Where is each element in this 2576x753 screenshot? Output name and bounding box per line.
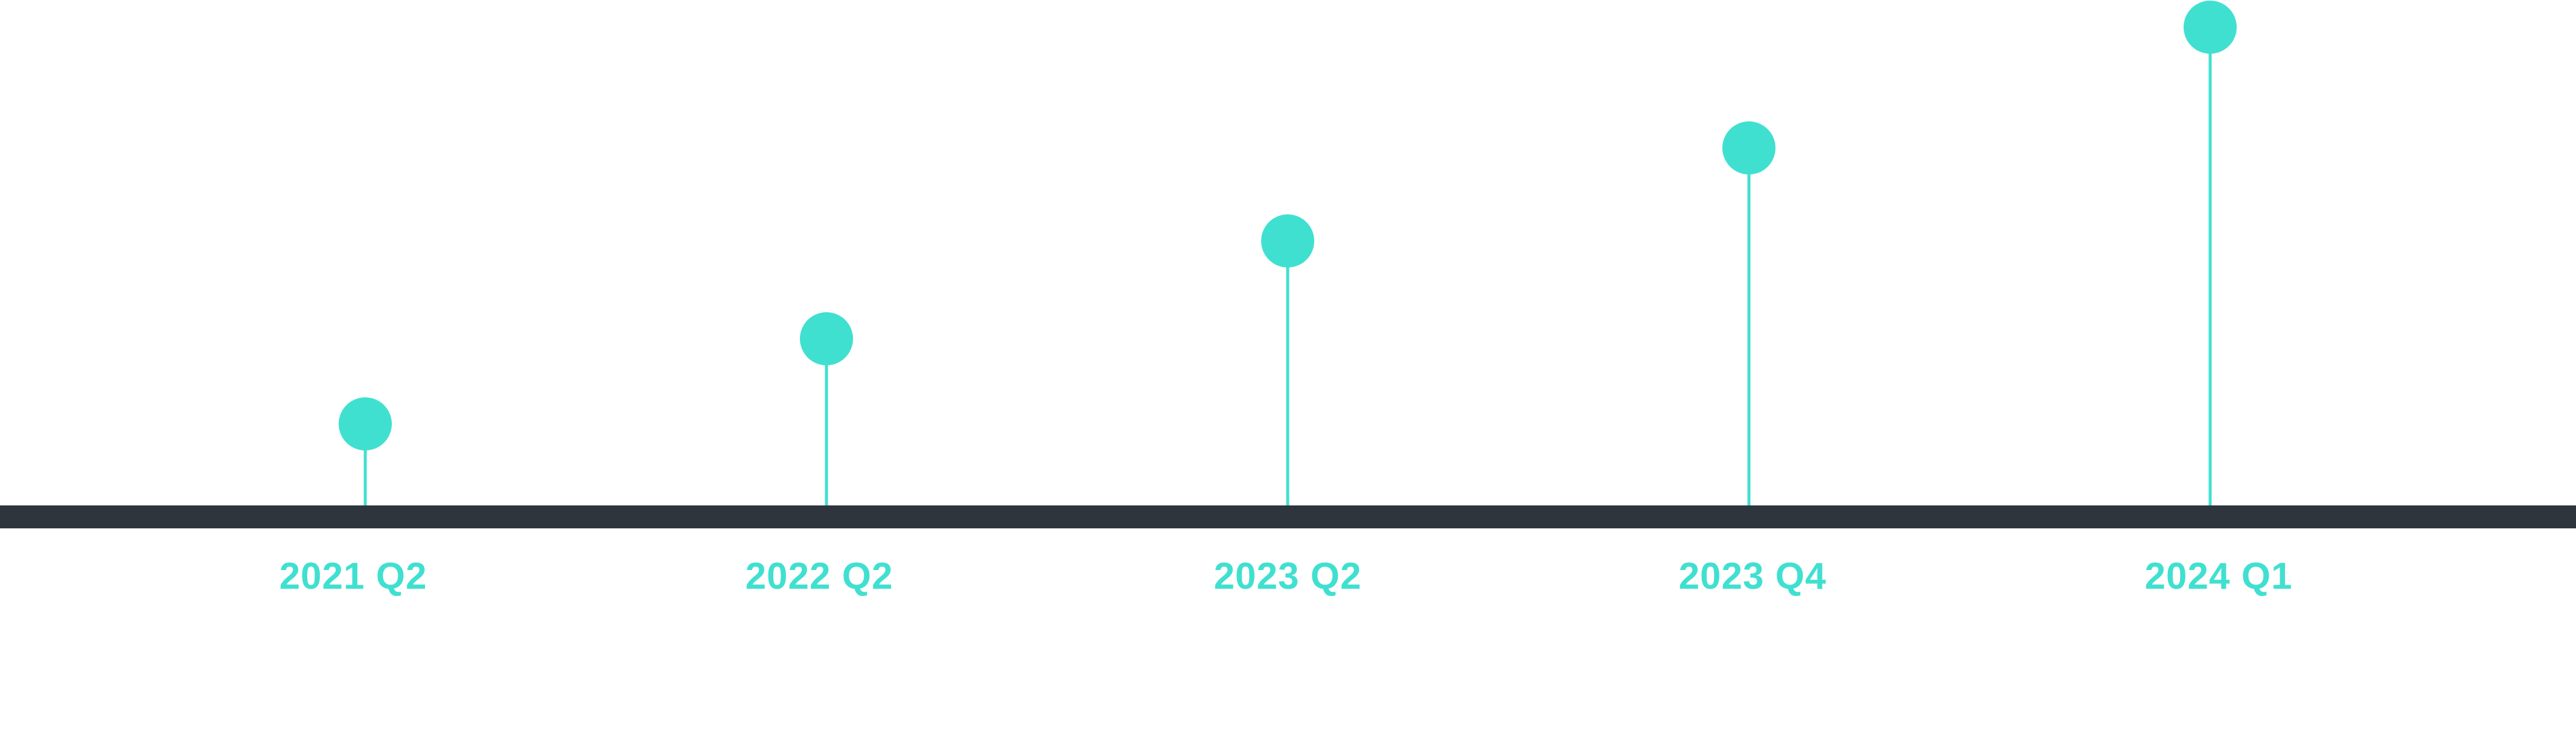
milestone-marker [2184, 1, 2237, 54]
timeline-axis-bar [0, 505, 2576, 528]
milestone-label: 2023 Q2 [1214, 556, 1362, 597]
milestone-markers [339, 1, 2237, 450]
milestone-label: 2024 Q1 [2145, 556, 2293, 597]
milestone-label: 2021 Q2 [280, 556, 427, 597]
milestone-marker [1261, 214, 1314, 268]
milestone-marker [339, 397, 392, 450]
milestone-marker [1722, 121, 1775, 175]
milestone-marker [800, 312, 853, 365]
milestone-label: 2022 Q2 [746, 556, 893, 597]
milestone-stems [363, 27, 2212, 505]
milestone-labels: 2021 Q2 2022 Q2 2023 Q2 2023 Q4 2024 Q1 [280, 556, 2293, 597]
milestone-label: 2023 Q4 [1679, 556, 1827, 597]
